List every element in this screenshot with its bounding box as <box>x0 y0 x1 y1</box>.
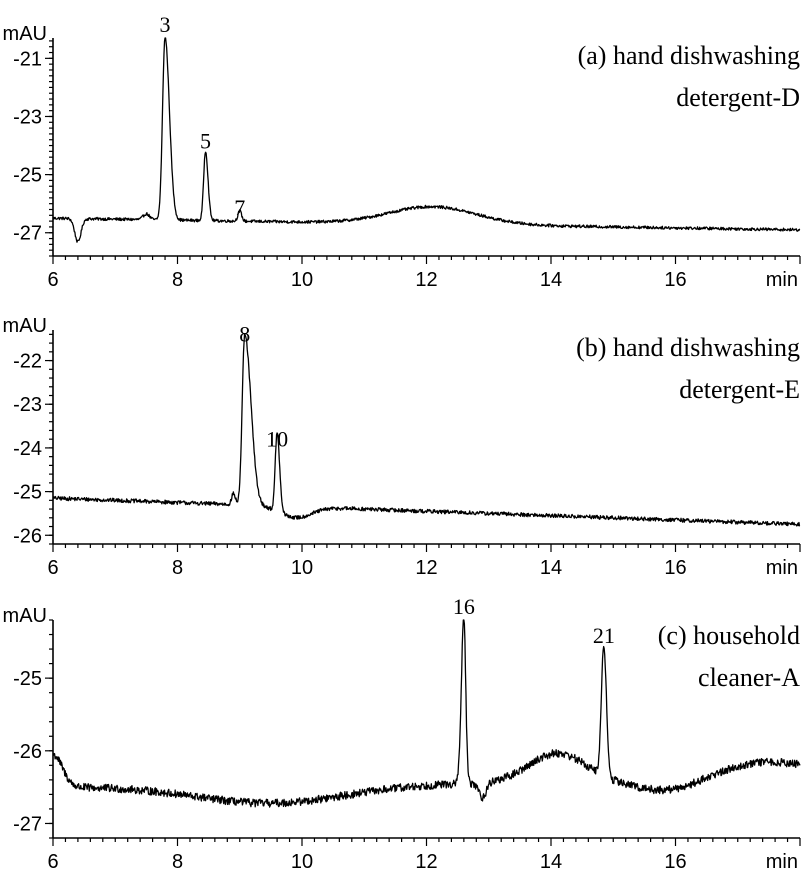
x-tick-label: 10 <box>291 851 313 873</box>
chromatogram-trace <box>52 37 801 243</box>
x-tick-label: 8 <box>172 851 183 873</box>
chart-title-line: detergent-E <box>679 375 800 404</box>
y-tick-label: -22 <box>13 351 42 373</box>
y-axis-unit-label: mAU <box>3 315 47 337</box>
x-tick-label: 12 <box>415 269 437 291</box>
peak-label: 7 <box>234 195 245 220</box>
x-tick-label: 6 <box>47 851 58 873</box>
chart-title-line: (b) hand dishwashing <box>576 333 800 362</box>
x-tick-label: 8 <box>172 557 183 579</box>
chart-panel-2: 6 8 10 12 14 16 -25 -26 -27 mAU min (c) household cl… <box>3 594 801 873</box>
x-tick-label: 16 <box>664 269 686 291</box>
y-axis-unit-label: mAU <box>3 23 47 45</box>
x-tick-label: 10 <box>291 557 313 579</box>
peak-label: 16 <box>453 594 475 619</box>
y-tick-label: -24 <box>13 438 42 460</box>
x-tick-label: 6 <box>47 269 58 291</box>
y-tick-label: -26 <box>13 741 42 763</box>
x-tick-label: 12 <box>415 557 437 579</box>
chart-panel-0: 6 8 10 12 14 16 -21 -23 -25 -27 mAU min (a) hand dis… <box>3 12 801 291</box>
chart-panel-1: 6 8 10 12 14 16 -22 -23 -24 -25 -26 mAU min (b) hand … <box>3 315 801 579</box>
x-axis-unit-label: min <box>766 851 798 873</box>
x-tick-label: 16 <box>664 557 686 579</box>
x-tick-label: 14 <box>540 557 562 579</box>
x-tick-label: 14 <box>540 851 562 873</box>
y-axis-unit-label: mAU <box>3 605 47 627</box>
y-tick-label: -27 <box>13 813 42 835</box>
x-tick-label: 14 <box>540 269 562 291</box>
chart-title-line: cleaner-A <box>698 663 800 692</box>
y-tick-label: -23 <box>13 106 42 128</box>
y-tick-label: -23 <box>13 394 42 416</box>
chart-title-line: (a) hand dishwashing <box>578 41 800 70</box>
peak-label: 21 <box>593 623 615 648</box>
chromatogram-trace <box>52 619 801 808</box>
y-tick-label: -21 <box>13 48 42 70</box>
chromatogram-trace <box>52 333 801 527</box>
x-axis-unit-label: min <box>766 269 798 291</box>
x-tick-label: 8 <box>172 269 183 291</box>
peak-label: 3 <box>160 12 171 37</box>
peak-label: 8 <box>239 321 250 346</box>
peak-label: 5 <box>200 128 211 153</box>
x-tick-label: 6 <box>47 557 58 579</box>
peak-label: 10 <box>266 426 288 451</box>
y-tick-label: -25 <box>13 165 42 187</box>
y-tick-label: -26 <box>13 525 42 547</box>
x-tick-label: 12 <box>415 851 437 873</box>
chart-title-line: (c) household <box>658 621 800 650</box>
x-tick-label: 16 <box>664 851 686 873</box>
x-tick-label: 10 <box>291 269 313 291</box>
y-tick-label: -25 <box>13 668 42 690</box>
y-tick-label: -27 <box>13 223 42 245</box>
y-tick-label: -25 <box>13 482 42 504</box>
chart-title-line: detergent-D <box>676 83 800 112</box>
x-axis-unit-label: min <box>766 557 798 579</box>
